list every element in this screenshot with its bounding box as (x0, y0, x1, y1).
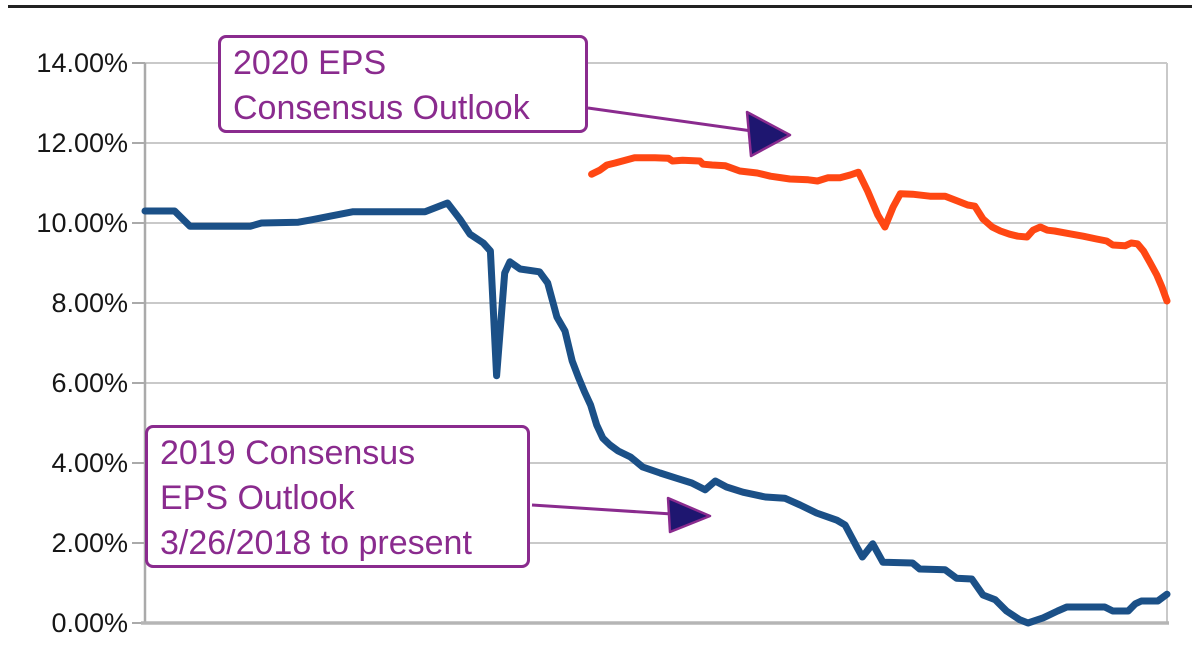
annotation-arrowhead-icon (666, 496, 712, 534)
annotation-arrow-line (531, 503, 673, 516)
annotation-line: 3/26/2018 to present (160, 524, 472, 562)
annotation-arrowhead-icon (745, 110, 792, 158)
annotation-box-2019-eps: 2019 Consensus EPS Outlook 3/26/2018 to … (145, 425, 530, 568)
top-border-rule (8, 5, 1192, 8)
y-axis-tick-label: 0.00% (51, 608, 128, 638)
y-axis-tick-label: 2.00% (51, 528, 128, 558)
annotation-line: EPS Outlook (160, 479, 355, 517)
annotation-box-2020-eps: 2020 EPS Consensus Outlook (218, 35, 588, 133)
annotation-arrow-line (587, 106, 753, 133)
annotation-line: 2019 Consensus (160, 434, 416, 472)
y-axis-tick-label: 12.00% (36, 128, 128, 158)
annotation-line: Consensus Outlook (233, 89, 530, 127)
y-axis-tick-label: 8.00% (51, 288, 128, 318)
annotation-line: 2020 EPS (233, 44, 387, 82)
series-line-2019-consensus (141, 199, 1171, 627)
y-axis-tick-label: 4.00% (51, 448, 128, 478)
y-axis-tick-label: 6.00% (51, 368, 128, 398)
series-line-2020-consensus (588, 154, 1171, 305)
y-axis-tick-label: 14.00% (36, 48, 128, 78)
y-axis-tick-label: 10.00% (36, 208, 128, 238)
